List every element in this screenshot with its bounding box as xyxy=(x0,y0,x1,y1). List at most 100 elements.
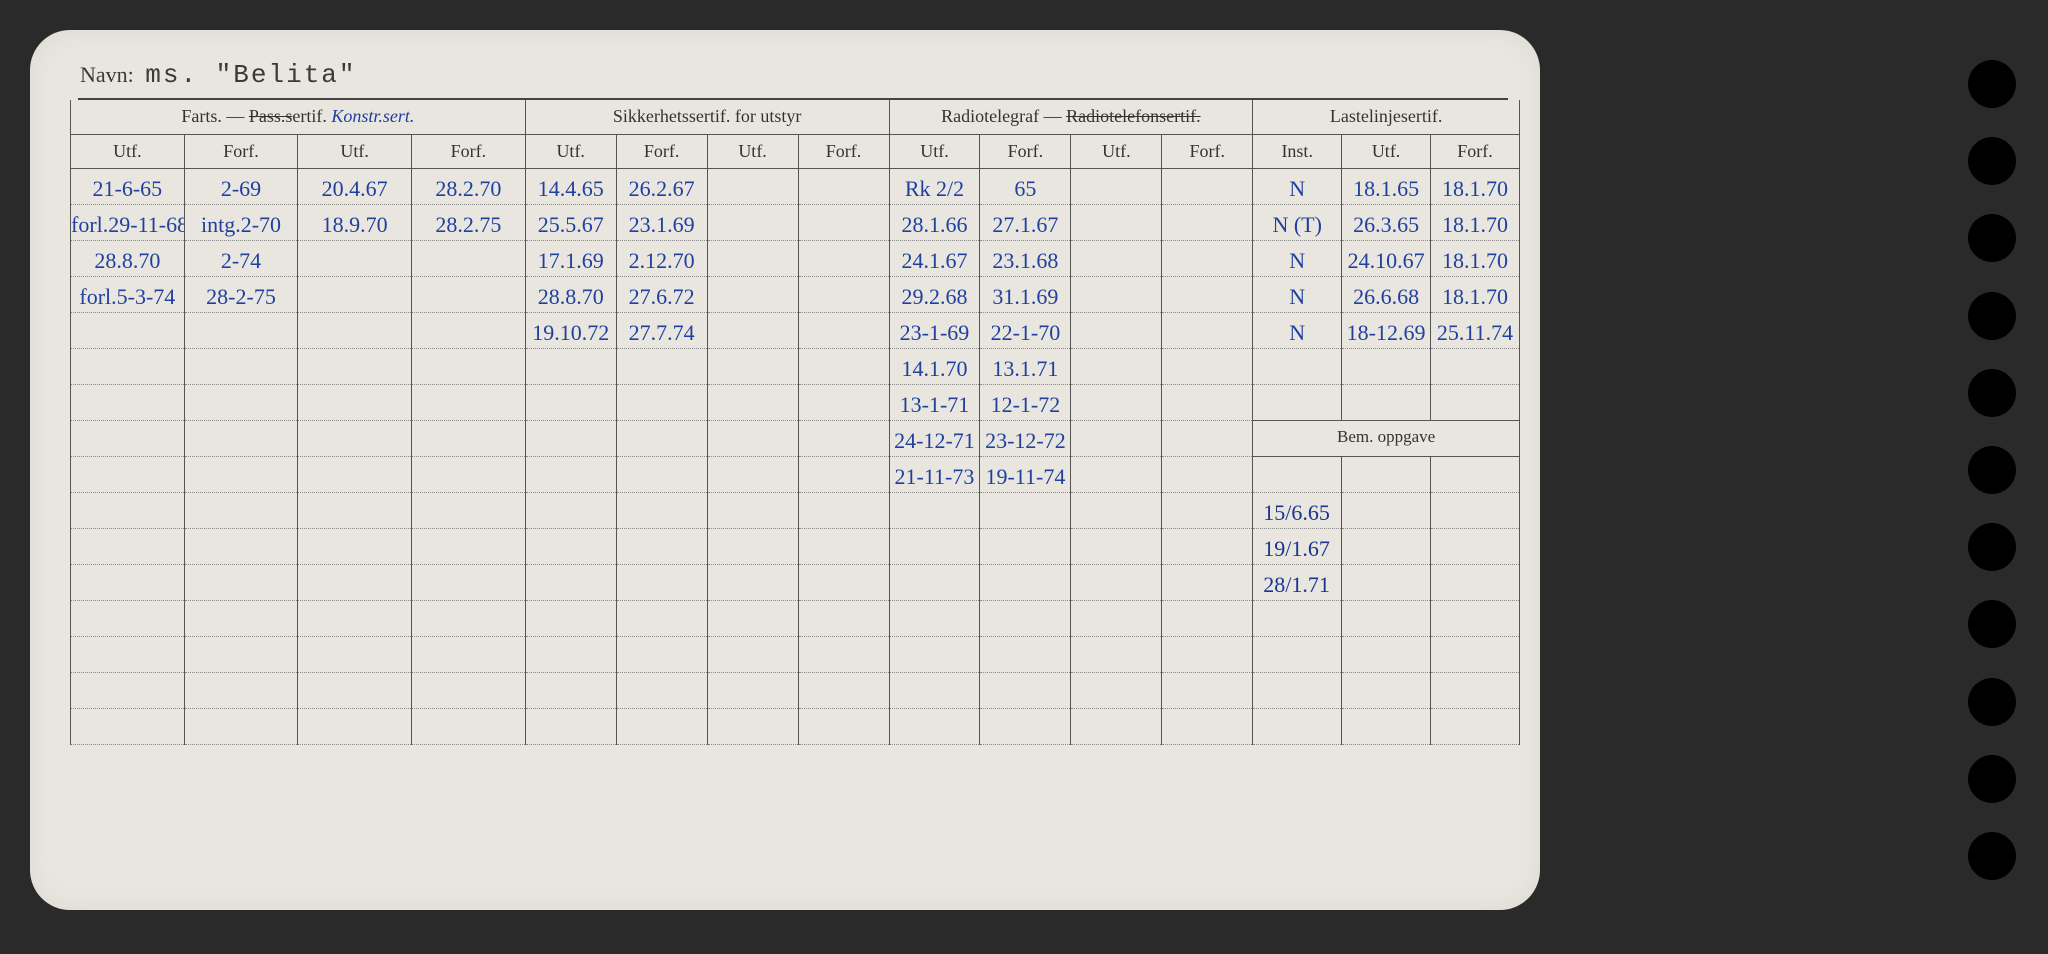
col-inst: Inst. xyxy=(1253,134,1342,168)
group-header-row: Farts. — Pass.sertif. Konstr.sert. Sikke… xyxy=(71,100,1520,134)
table-cell: 28-2-75 xyxy=(184,276,298,312)
table-cell: 20.4.67 xyxy=(298,168,412,204)
table-cell xyxy=(184,564,298,600)
table-cell xyxy=(1253,384,1342,420)
table-cell xyxy=(1071,348,1162,384)
col-forf: Forf. xyxy=(1431,134,1520,168)
table-cell xyxy=(1071,240,1162,276)
table-cell xyxy=(298,312,412,348)
table-cell: 18.1.65 xyxy=(1342,168,1431,204)
table-cell xyxy=(1071,312,1162,348)
table-cell: 23-1-69 xyxy=(889,312,980,348)
table-cell xyxy=(1162,600,1253,636)
table-cell: N xyxy=(1253,168,1342,204)
table-cell: 19/1.67 xyxy=(1253,528,1342,564)
table-cell xyxy=(1071,708,1162,744)
table-cell xyxy=(1162,636,1253,672)
table-cell xyxy=(1162,348,1253,384)
table-cell xyxy=(525,636,616,672)
binder-hole xyxy=(1968,755,2016,803)
table-cell xyxy=(616,600,707,636)
table-cell xyxy=(71,708,185,744)
table-cell xyxy=(889,636,980,672)
table-cell: 28.2.75 xyxy=(412,204,526,240)
table-cell xyxy=(1071,564,1162,600)
table-cell xyxy=(889,492,980,528)
table-cell xyxy=(798,600,889,636)
table-cell: 24-12-71 xyxy=(889,420,980,456)
table-cell xyxy=(298,456,412,492)
table-cell xyxy=(184,384,298,420)
table-cell: 27.7.74 xyxy=(616,312,707,348)
group-sikkerhet: Sikkerhetssertif. for utstyr xyxy=(525,100,889,134)
table-cell: 18.1.70 xyxy=(1431,276,1520,312)
table-cell xyxy=(1342,384,1431,420)
col-forf: Forf. xyxy=(412,134,526,168)
table-cell xyxy=(1431,600,1520,636)
table-cell xyxy=(525,708,616,744)
table-cell xyxy=(1342,708,1431,744)
table-cell xyxy=(525,672,616,708)
table-cell xyxy=(889,528,980,564)
table-cell xyxy=(1071,456,1162,492)
table-cell: 19-11-74 xyxy=(980,456,1071,492)
table-cell xyxy=(1162,456,1253,492)
table-cell xyxy=(616,420,707,456)
table-cell xyxy=(525,456,616,492)
table-cell xyxy=(184,528,298,564)
table-cell xyxy=(798,240,889,276)
table-cell xyxy=(980,492,1071,528)
binder-holes xyxy=(1968,40,2018,920)
table-cell xyxy=(707,456,798,492)
table-cell xyxy=(1162,492,1253,528)
table-cell xyxy=(1431,564,1520,600)
table-cell xyxy=(525,492,616,528)
table-cell xyxy=(412,312,526,348)
table-cell xyxy=(1071,276,1162,312)
table-cell: 18-12.69 xyxy=(1342,312,1431,348)
table-cell: 18.1.70 xyxy=(1431,204,1520,240)
table-cell xyxy=(616,456,707,492)
table-cell xyxy=(707,600,798,636)
table-cell: 27.6.72 xyxy=(616,276,707,312)
table-row: 15/6.65 xyxy=(71,492,1520,528)
table-cell xyxy=(71,420,185,456)
table-cell xyxy=(616,564,707,600)
table-cell xyxy=(1431,636,1520,672)
binder-hole xyxy=(1968,832,2016,880)
table-cell xyxy=(1162,276,1253,312)
table-cell: 18.1.70 xyxy=(1431,240,1520,276)
table-cell: Rk 2/2 xyxy=(889,168,980,204)
col-utf: Utf. xyxy=(889,134,980,168)
table-cell xyxy=(71,384,185,420)
table-cell xyxy=(707,672,798,708)
table-cell xyxy=(412,564,526,600)
table-cell xyxy=(1342,564,1431,600)
table-cell: 24.1.67 xyxy=(889,240,980,276)
table-cell xyxy=(1342,456,1431,492)
table-row: forl.5-3-7428-2-7528.8.7027.6.7229.2.683… xyxy=(71,276,1520,312)
table-row xyxy=(71,636,1520,672)
table-cell: 28.2.70 xyxy=(412,168,526,204)
table-cell xyxy=(1431,708,1520,744)
table-cell xyxy=(184,708,298,744)
table-cell xyxy=(707,312,798,348)
table-cell xyxy=(412,276,526,312)
col-forf: Forf. xyxy=(184,134,298,168)
table-cell xyxy=(1162,204,1253,240)
table-row: 21-6-652-6920.4.6728.2.7014.4.6526.2.67R… xyxy=(71,168,1520,204)
table-cell xyxy=(616,708,707,744)
table-cell xyxy=(184,492,298,528)
table-cell xyxy=(707,204,798,240)
col-utf: Utf. xyxy=(525,134,616,168)
binder-hole xyxy=(1968,678,2016,726)
table-cell xyxy=(71,312,185,348)
table-cell xyxy=(71,564,185,600)
table-cell xyxy=(980,672,1071,708)
table-cell xyxy=(1431,528,1520,564)
table-cell xyxy=(1342,600,1431,636)
table-cell xyxy=(184,600,298,636)
table-cell xyxy=(412,528,526,564)
table-cell xyxy=(798,636,889,672)
table-cell xyxy=(707,168,798,204)
